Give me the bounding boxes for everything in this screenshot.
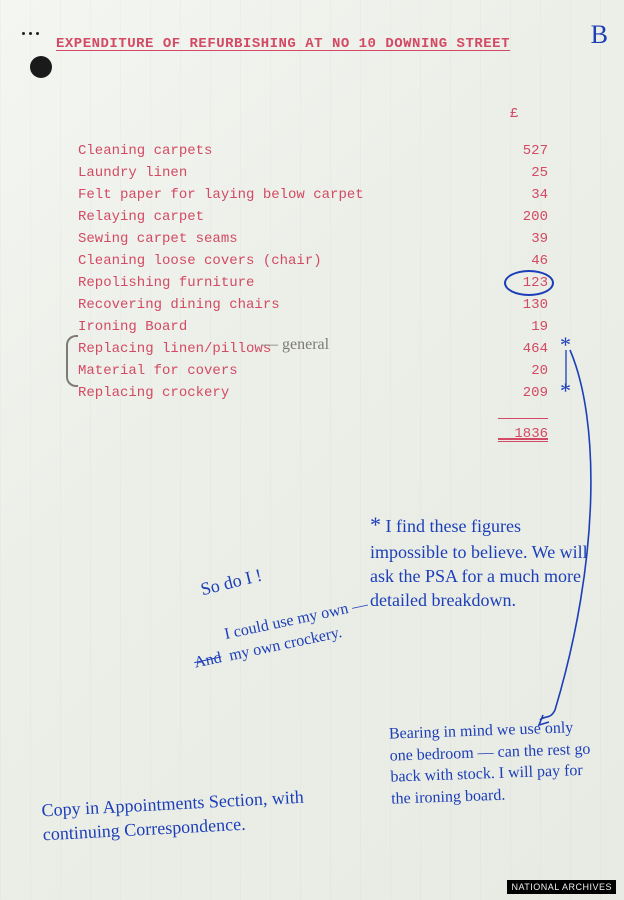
expense-row: Repolishing furniture123 [78,272,548,294]
expense-row: Material for covers 20 [78,360,548,382]
expense-row: Sewing carpet seams 39 [78,228,548,250]
asterisk-1: * [560,332,571,358]
currency-symbol: £ [510,106,518,122]
expense-row: Replacing crockery 209 [78,382,548,404]
could-use-note: And I could use my own — my own crockery… [188,589,398,674]
expense-label: Recovering dining chairs [78,294,280,316]
asterisk-note: * I find these figures impossible to bel… [370,510,600,613]
expense-label: Relaying carpet [78,206,204,228]
expense-label: Ironing Board [78,316,187,338]
expense-label: Material for covers [78,360,238,382]
expense-amount: 200 [498,206,548,228]
expense-amount: 19 [498,316,548,338]
expense-label: Felt paper for laying below carpet [78,184,364,206]
so-do-i-note: So do I ! [198,563,265,602]
expense-amount: 20 [498,360,548,382]
page-title: EXPENDITURE OF REFURBISHING AT NO 10 DOW… [56,36,510,52]
expense-amount: 34 [498,184,548,206]
could-use-text: I could use my own — my own crockery. [223,589,398,667]
expense-table: Cleaning carpets527Laundry linen25Felt p… [78,140,548,442]
expense-amount: 39 [498,228,548,250]
expense-label: Cleaning carpets [78,140,212,162]
document-page: B EXPENDITURE OF REFURBISHING AT NO 10 D… [0,0,624,900]
asterisk-2: * [560,378,571,404]
pencil-bracket [66,335,78,387]
expense-amount: 46 [498,250,548,272]
expense-row: Felt paper for laying below carpet 34 [78,184,548,206]
expense-amount: 464 [498,338,548,360]
expense-label: Sewing carpet seams [78,228,238,250]
expense-label: Laundry linen [78,162,187,184]
page-marks [22,32,39,35]
expense-amount: 209 [498,382,548,404]
expense-amount: 25 [498,162,548,184]
copy-note: Copy in Appointments Section, with conti… [41,782,363,847]
hole-punch [30,56,52,78]
bottom-right-note: Bearing in mind we use only one bedroom … [389,716,602,810]
expense-amount: 527 [498,140,548,162]
expense-row: Relaying carpet 200 [78,206,548,228]
pencil-note: — general [262,336,329,354]
expense-label: Replacing crockery [78,382,229,404]
expense-label: Cleaning loose covers (chair) [78,250,322,272]
expense-row: Cleaning carpets 527 [78,140,548,162]
expense-row: Ironing Board 19 [78,316,548,338]
footer-credit: NATIONAL ARCHIVES [507,880,616,894]
expense-label: Replacing linen/pillows [78,338,271,360]
expense-row: Laundry linen 25 [78,162,548,184]
expense-row: Recovering dining chairs 130 [78,294,548,316]
expense-label: Repolishing furniture [78,272,254,294]
corner-letter: B [591,20,608,50]
expense-amount: 130 [498,294,548,316]
total-amount: 1836 [498,418,548,436]
circle-annotation [504,270,554,296]
total-row: 1836 [78,414,548,436]
expense-row: Cleaning loose covers (chair) 46 [78,250,548,272]
